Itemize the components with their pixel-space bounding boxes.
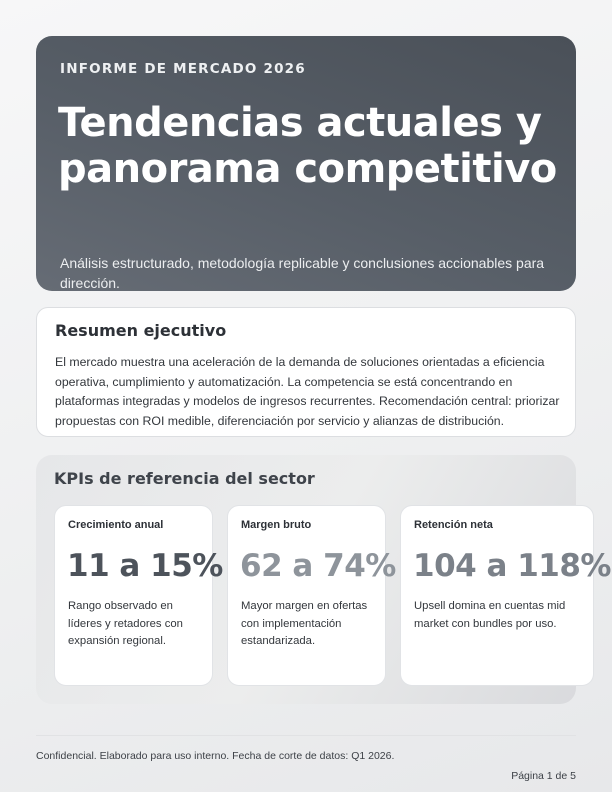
- hero-banner: INFORME DE MERCADO 2026 Tendencias actua…: [36, 36, 576, 291]
- kpi-card-net-retention: Retención neta 104 a 118% Upsell domina …: [400, 505, 611, 686]
- kpi-section: KPIs de referencia del sector Crecimient…: [36, 455, 611, 704]
- kpi-value: 104 a 118%: [413, 548, 611, 584]
- kpi-value: 11 a 15%: [67, 548, 223, 584]
- summary-body: El mercado muestra una aceleración de la…: [55, 355, 560, 428]
- kpi-value: 62 a 74%: [240, 548, 396, 584]
- page-number: Página 1 de 5: [511, 770, 576, 782]
- page-title: Tendencias actuales y panorama competiti…: [58, 100, 557, 192]
- report-eyebrow: INFORME DE MERCADO 2026: [60, 61, 306, 77]
- confidentiality-note: Confidencial. Elaborado para uso interno…: [36, 750, 395, 762]
- kpi-description: Mayor margen en ofertas con implementaci…: [241, 600, 368, 647]
- summary-heading: Resumen ejecutivo: [55, 321, 227, 340]
- kpi-card-growth: Crecimiento anual 11 a 15% Rango observa…: [54, 505, 223, 686]
- hero-subtitle: Análisis estructurado, metodología repli…: [60, 255, 545, 291]
- kpi-label: Retención neta: [414, 519, 493, 531]
- footer-divider: [36, 735, 576, 736]
- kpi-description: Upsell domina en cuentas mid market con …: [414, 600, 566, 630]
- executive-summary-card: Resumen ejecutivo El mercado muestra una…: [36, 307, 576, 437]
- kpi-label: Crecimiento anual: [68, 519, 164, 531]
- kpi-card-gross-margin: Margen bruto 62 a 74% Mayor margen en of…: [227, 505, 396, 686]
- kpi-label: Margen bruto: [241, 519, 312, 531]
- kpi-heading: KPIs de referencia del sector: [54, 469, 315, 488]
- kpi-description: Rango observado en líderes y retadores c…: [68, 600, 183, 647]
